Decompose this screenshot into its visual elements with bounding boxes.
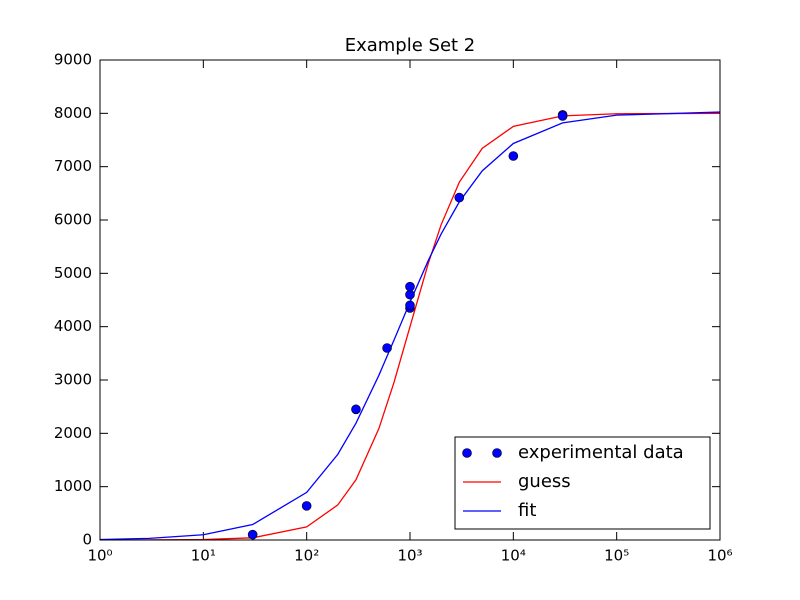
data-point — [557, 111, 568, 121]
legend-label: guess — [518, 471, 571, 492]
legend-label: experimental data — [518, 442, 684, 463]
data-point — [382, 343, 392, 353]
x-tick-label: 10⁴ — [501, 547, 526, 565]
y-tick-label: 5000 — [54, 264, 92, 282]
x-tick-label: 10⁶ — [707, 547, 732, 565]
legend-marker — [492, 448, 502, 458]
data-point — [247, 529, 258, 540]
data-point — [405, 289, 415, 300]
chart-title: Example Set 2 — [345, 35, 476, 56]
y-tick-label: 0 — [82, 531, 92, 549]
data-point — [405, 300, 415, 311]
x-tick-label: 10⁵ — [604, 547, 629, 565]
series-line — [100, 111, 720, 540]
data-point — [454, 192, 465, 203]
x-tick-label: 10² — [294, 547, 319, 565]
data-point — [508, 151, 519, 161]
x-tick-label: 10³ — [397, 547, 422, 565]
plot-frame — [99, 59, 721, 541]
x-tick-label: 10¹ — [191, 547, 216, 565]
y-tick-label: 1000 — [54, 477, 92, 495]
y-tick-label: 8000 — [54, 104, 92, 122]
y-tick-label: 2000 — [54, 424, 92, 442]
y-tick-label: 3000 — [54, 371, 92, 389]
legend-label: fit — [518, 500, 536, 521]
x-tick-label: 10⁰ — [87, 547, 112, 565]
series-line — [100, 112, 720, 540]
data-point — [351, 404, 361, 415]
y-tick-label: 6000 — [54, 211, 92, 229]
data-point — [301, 501, 312, 511]
data-point — [405, 281, 415, 292]
legend-marker — [462, 448, 472, 458]
y-tick-label: 4000 — [54, 317, 92, 335]
y-tick-label: 7000 — [54, 157, 92, 175]
y-tick-label: 9000 — [54, 51, 92, 69]
